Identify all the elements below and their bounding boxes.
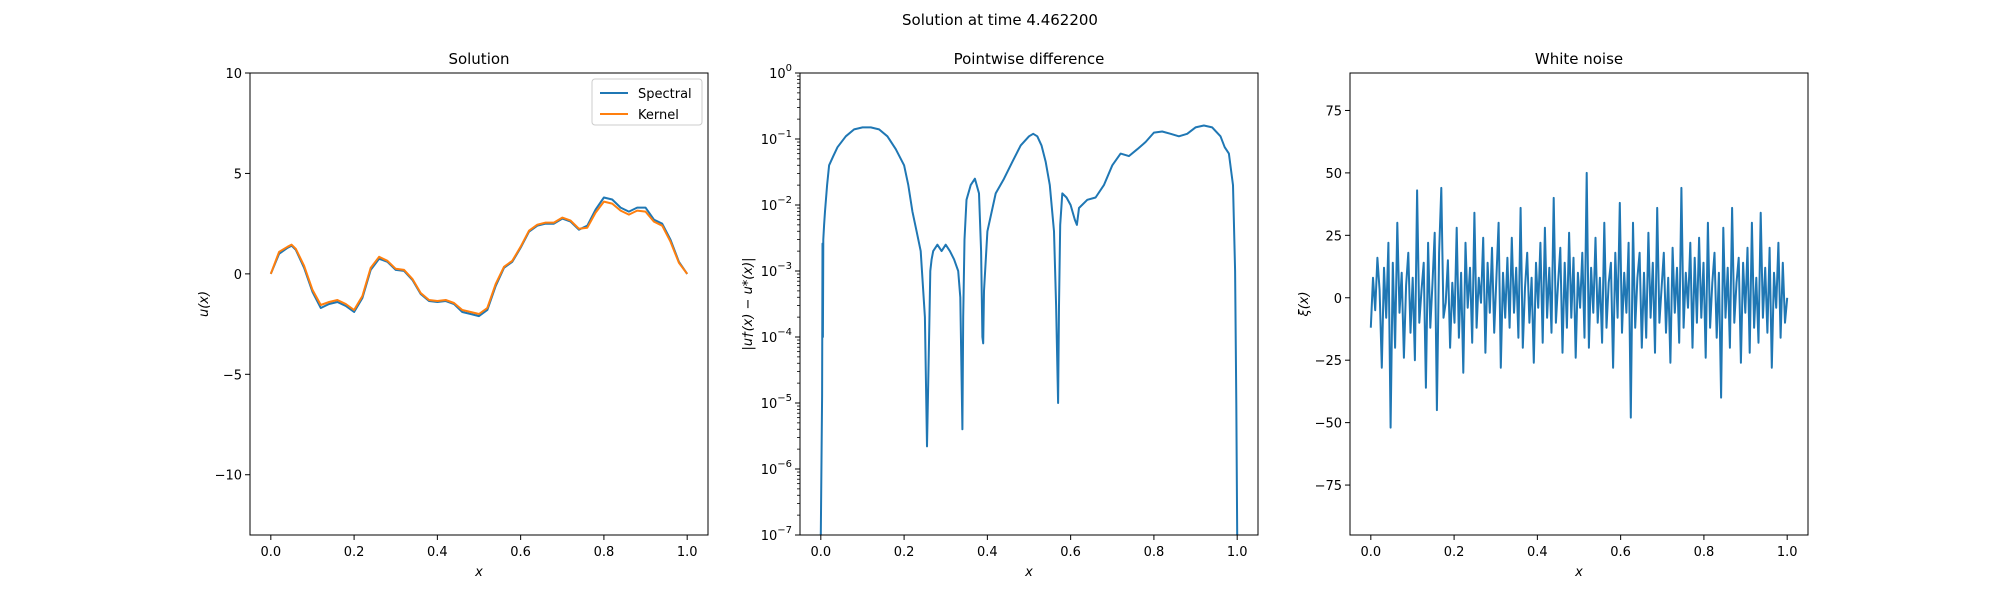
y-tick-label: 10 (225, 67, 242, 82)
x-tick-label: 0.4 (427, 545, 448, 560)
x-tick-label: 0.8 (1694, 545, 1715, 560)
y-tick-label: −5 (223, 368, 242, 383)
y-tick-label: 25 (1325, 229, 1342, 244)
legend: Spectral Kernel (591, 78, 703, 126)
axes-frame (799, 72, 1259, 536)
y-axis-label: u(x) (197, 291, 212, 317)
y-tick-label: 75 (1325, 104, 1342, 119)
axes-frame (249, 72, 709, 536)
axes-frame (1349, 72, 1809, 536)
x-tick-label: 0.0 (1360, 545, 1381, 560)
solution-axes: Solution 0.0 0.2 0.4 0.6 0.8 1.0 10 5 0 −5 −10 x u(x… (197, 50, 709, 580)
x-tick-label: 0.0 (810, 545, 831, 560)
white-noise-title: White noise (1535, 50, 1623, 68)
y-tick-label: 10−6 (761, 459, 792, 478)
pointwise-difference-axes: Pointwise difference 0.0 0.2 0.4 0.6 0.8 1.0 1… (741, 50, 1259, 580)
y-tick-label: −50 (1315, 417, 1342, 432)
y-tick-label: −25 (1315, 354, 1342, 369)
x-tick-label: 1.0 (1777, 545, 1798, 560)
solution-title: Solution (448, 50, 509, 68)
y-tick-label: 50 (1325, 167, 1342, 182)
x-tick-label: 0.2 (1444, 545, 1465, 560)
series-line (1369, 171, 1789, 429)
kernel-series-line (269, 200, 689, 315)
y-axis-label: |u†(x) − u*(x)| (741, 257, 756, 350)
y-tick-label: 100 (769, 63, 792, 82)
x-axis-label: x (1574, 565, 1583, 580)
x-tick-label: 0.6 (1610, 545, 1631, 560)
y-tick-label: 0 (234, 268, 242, 283)
legend-label-spectral: Spectral (638, 87, 692, 102)
legend-label-kernel: Kernel (638, 108, 679, 123)
x-tick-label: 0.6 (510, 545, 531, 560)
y-tick-label: 5 (234, 167, 242, 182)
y-axis-label: ξ(x) (1297, 291, 1312, 317)
y-tick-label: 10−3 (761, 261, 792, 280)
x-axis-label: x (1024, 565, 1033, 580)
x-axis-label: x (474, 565, 483, 580)
x-tick-label: 0.8 (1144, 545, 1165, 560)
x-tick-label: 0.2 (344, 545, 365, 560)
x-tick-label: 0.0 (260, 545, 281, 560)
y-tick-label: 0 (1334, 292, 1342, 307)
y-tick-label: 10−7 (761, 525, 792, 544)
x-tick-label: 0.8 (594, 545, 615, 560)
y-tick-label: −10 (215, 469, 242, 484)
pointwise-difference-title: Pointwise difference (954, 50, 1105, 68)
x-tick-label: 0.4 (1527, 545, 1548, 560)
series-line (819, 124, 1239, 535)
spectral-series-line (269, 196, 689, 318)
y-tick-label: 10−1 (761, 129, 792, 148)
x-tick-label: 1.0 (1227, 545, 1248, 560)
x-tick-label: 0.4 (977, 545, 998, 560)
x-tick-label: 1.0 (677, 545, 698, 560)
y-tick-label: −75 (1315, 479, 1342, 494)
figure-suptitle: Solution at time 4.462200 (902, 11, 1098, 29)
x-tick-label: 0.2 (894, 545, 915, 560)
y-tick-label: 10−4 (761, 327, 792, 346)
x-tick-label: 0.6 (1060, 545, 1081, 560)
y-tick-label: 10−5 (761, 393, 792, 412)
white-noise-axes: White noise 0.0 0.2 0.4 0.6 0.8 1.0 75 50 25 0 −25… (1297, 50, 1809, 580)
y-tick-label: 10−2 (761, 195, 792, 214)
